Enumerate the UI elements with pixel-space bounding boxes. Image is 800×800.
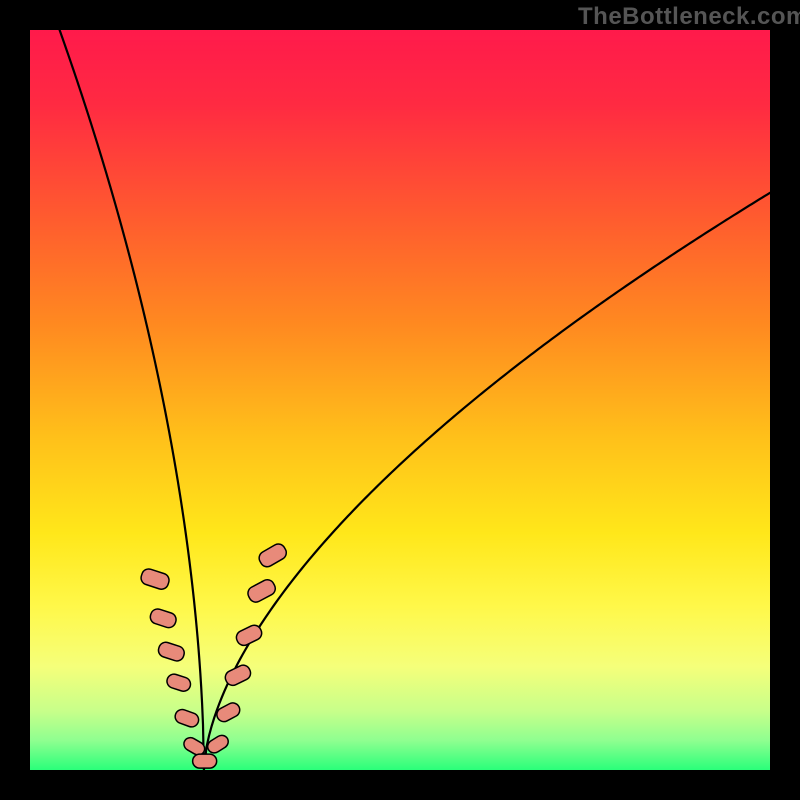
- curve-marker: [193, 754, 217, 768]
- curve-marker: [257, 541, 289, 569]
- curve-marker: [246, 577, 278, 604]
- curve-marker: [157, 640, 186, 662]
- curve-marker: [223, 663, 253, 688]
- curve-marker: [234, 623, 264, 648]
- outer-frame: TheBottleneck.com: [0, 0, 800, 800]
- chart-overlay: [0, 0, 800, 800]
- watermark-text: TheBottleneck.com: [578, 3, 800, 31]
- curve-marker: [165, 672, 192, 693]
- curve-marker: [149, 607, 178, 629]
- curve-marker: [173, 708, 200, 729]
- curve-marker: [139, 567, 171, 591]
- bottleneck-curve: [60, 30, 770, 770]
